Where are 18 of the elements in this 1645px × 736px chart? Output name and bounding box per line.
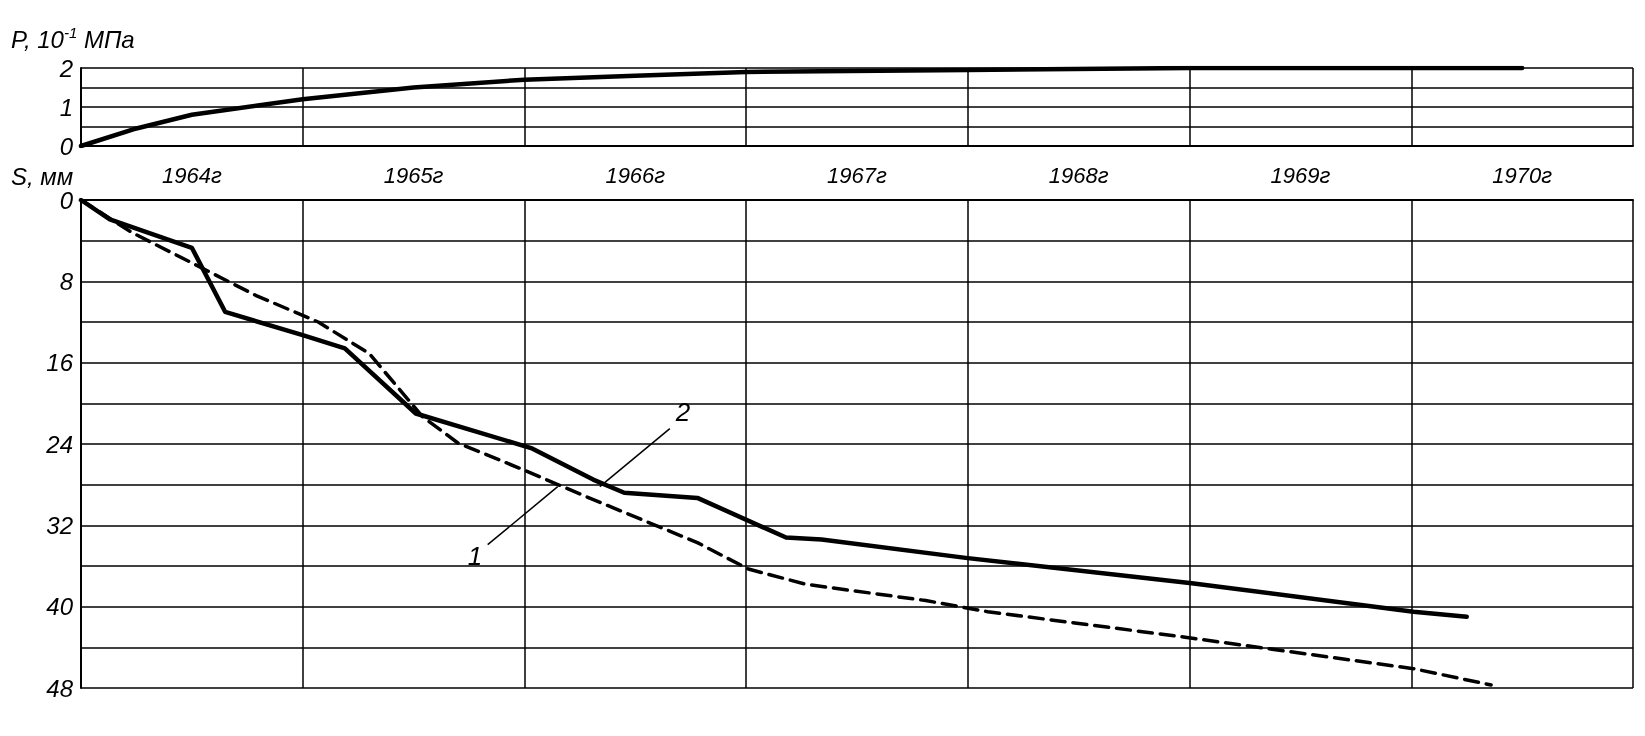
x-tick-label: 1969г — [1270, 162, 1331, 188]
x-tick-label: 1970г — [1492, 162, 1553, 188]
y-tick-label: 48 — [46, 674, 74, 702]
x-tick-label: 1967г — [827, 162, 888, 188]
x-tick-label: 1968г — [1048, 162, 1109, 188]
y-tick-label: 40 — [46, 593, 74, 621]
y-tick-label: 1 — [59, 93, 73, 121]
y-tick-label: 32 — [46, 511, 73, 539]
x-tick-label: 1965г — [383, 162, 444, 188]
y-tick-label: 16 — [46, 349, 74, 377]
x-tick-label: 1966г — [605, 162, 666, 188]
annotation: 1 — [467, 540, 483, 571]
y-tick-label: 8 — [59, 267, 74, 295]
y-tick-label: 0 — [59, 132, 74, 160]
y-tick-label: 24 — [45, 430, 73, 458]
x-tick-label: 1964г — [161, 162, 222, 188]
annotation: 2 — [674, 396, 691, 427]
y-tick-label: 2 — [58, 54, 73, 82]
